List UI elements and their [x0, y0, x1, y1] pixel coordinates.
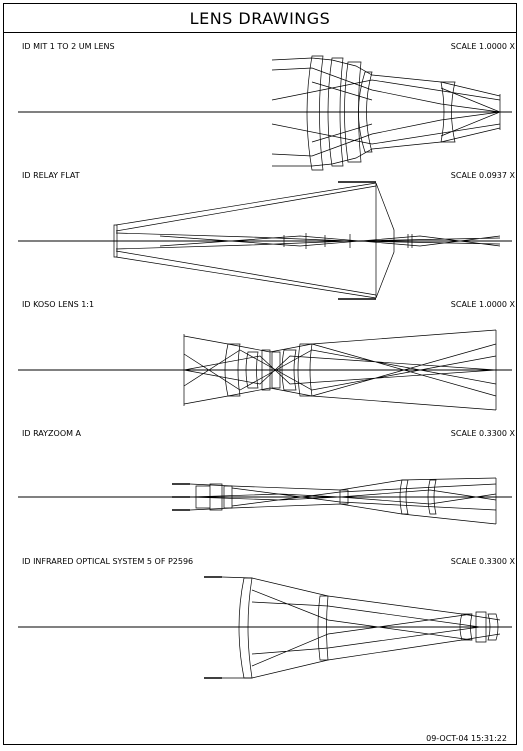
- page-frame: [3, 3, 517, 745]
- panel-1-ray-envelope-top: [272, 58, 500, 96]
- panel-2-ray-fan-bottom: [116, 251, 376, 298]
- panel-4-middle-group: [340, 490, 348, 504]
- panel-1-lens-5: [441, 82, 455, 142]
- page-title: LENS DRAWINGS: [189, 9, 331, 28]
- panel-4-drawing: [18, 478, 512, 524]
- panel-3-id-label: ID KOSO LENS 1:1: [22, 300, 95, 309]
- panel-4-id-label: ID RAYZOOM A: [22, 429, 82, 438]
- timestamp: 09-OCT-04 15:31:22: [426, 734, 507, 743]
- panel-5-primary-lens: [239, 578, 252, 678]
- panel-1-id-label: ID MIT 1 TO 2 UM LENS: [22, 42, 115, 51]
- panel-2-scale: SCALE 0.0937 X: [450, 171, 515, 180]
- panel-1-lens-2: [328, 58, 343, 166]
- panel-4-scale: SCALE 0.3300 X: [450, 429, 515, 438]
- panel-1-lens-3: [345, 62, 362, 162]
- panel-4-rays: [190, 478, 496, 524]
- panel-5-scale: SCALE 0.3300 X: [450, 557, 515, 566]
- panel-1-lens-1: [307, 56, 323, 170]
- panel-1-rays: [272, 68, 500, 156]
- panel-1-drawing: [18, 56, 512, 170]
- title-bar: LENS DRAWINGS: [3, 3, 517, 33]
- panel-2-ray-fan-top: [116, 183, 376, 231]
- panel-4-object-markers: [172, 484, 190, 510]
- panel-5-drawing: [18, 577, 512, 678]
- panel-2-relay-lenses: [284, 233, 412, 249]
- panel-2-drawing: [18, 182, 512, 299]
- panel-3-lens-group-2: [262, 350, 280, 390]
- panel-1-lens-4: [359, 72, 373, 152]
- panel-2-id-label: ID RELAY FLAT: [22, 171, 80, 180]
- panel-3-drawing: [18, 330, 512, 410]
- panel-3-scale: SCALE 1.0000 X: [450, 300, 515, 309]
- panel-2-relay-rays: [116, 233, 500, 249]
- panel-5-id-label: ID INFRARED OPTICAL SYSTEM 5 OF P2596: [22, 557, 194, 566]
- panel-3-ray-fan: [184, 330, 496, 410]
- panel-1-scale: SCALE 1.0000 X: [450, 42, 515, 51]
- panel-1-ray-envelope-bottom: [272, 128, 500, 166]
- panel-5-entrance-markers: [204, 577, 222, 678]
- panel-5-rays: [222, 577, 500, 678]
